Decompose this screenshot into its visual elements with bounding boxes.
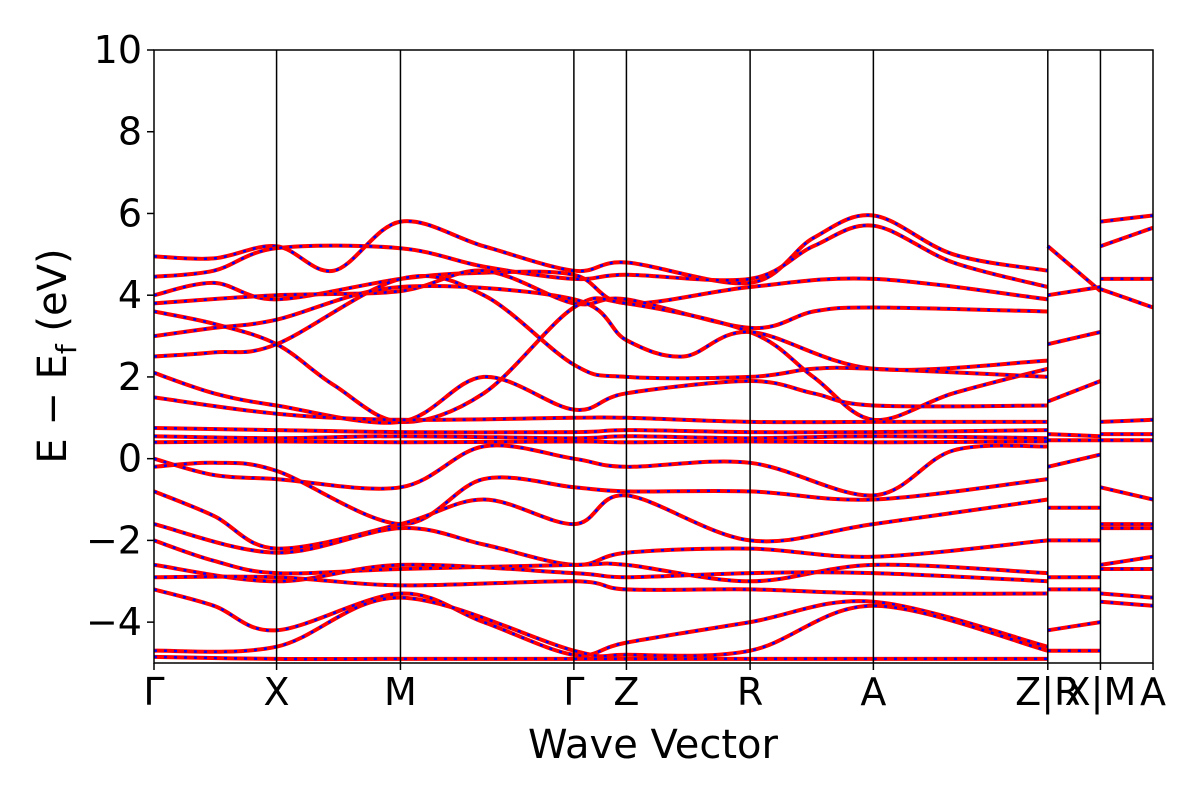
band-line-spin-down-3: [154, 269, 1048, 330]
band-line-spin-down-12: [154, 444, 1048, 497]
band-line-spin-up-42: [1100, 485, 1153, 502]
band-line-spin-up-15: [154, 522, 1048, 567]
y-tick-label-6: −2: [86, 518, 142, 562]
band-line-spin-up-33: [1047, 620, 1101, 633]
y-tick-label-5: 0: [118, 437, 142, 481]
band-line-spin-down-23: [1047, 285, 1101, 297]
band-line-spin-down-38: [1100, 287, 1153, 309]
band-line-spin-up-48: [1100, 599, 1153, 608]
x-axis-ticks: Γ X M Γ Z R A Z|RX|M A: [143, 663, 1166, 715]
band-line-spin-up-9: [154, 426, 1048, 435]
band-line-spin-up-14: [154, 489, 1049, 551]
y-axis-ticks: 10 8 6 4 2 0 −2 −4: [86, 28, 154, 644]
band-line-spin-down-42: [1100, 486, 1153, 501]
band-line-spin-up-47: [1100, 591, 1153, 600]
band-line-spin-down-36: [1100, 226, 1153, 248]
bands-layer: [154, 213, 1153, 662]
band-line-spin-up-13: [154, 460, 1049, 527]
band-line-spin-up-23: [1047, 285, 1101, 298]
band-line-spin-down-14: [154, 490, 1048, 550]
band-line-spin-down-20: [154, 596, 1049, 658]
y-tick-label-1: 8: [118, 110, 142, 154]
x-tick-label-4: Z: [613, 670, 639, 714]
band-line-spin-up-0: [154, 213, 1049, 286]
band-line-spin-down-24: [1047, 330, 1101, 346]
band-line-spin-up-19: [154, 587, 1049, 658]
x-tick-label-7: Z|R: [1015, 670, 1080, 715]
x-tick-label-3: Γ: [563, 670, 584, 714]
band-line-spin-up-24: [1047, 330, 1101, 347]
x-tick-label-1: X: [264, 670, 290, 714]
band-line-spin-down-1: [154, 224, 1049, 289]
band-line-spin-up-21: [154, 654, 1048, 662]
y-tick-label-2: 6: [118, 191, 142, 235]
band-line-spin-down-28: [1047, 453, 1101, 469]
band-line-spin-up-12: [154, 443, 1048, 498]
y-tick-label-7: −4: [86, 600, 142, 644]
band-line-spin-up-26: [1047, 432, 1101, 439]
x-tick-label-5: R: [737, 670, 763, 714]
band-line-spin-up-35: [1100, 213, 1153, 224]
band-line-spin-down-15: [154, 522, 1048, 567]
band-line-spin-up-18: [154, 574, 1048, 596]
band-line-spin-down-13: [154, 461, 1048, 526]
band-line-spin-down-7: [154, 371, 1048, 424]
kpoint-vertical-lines: [275, 50, 1102, 663]
y-axis-title: E − Ef (eV): [30, 248, 83, 463]
band-line-spin-down-19: [154, 588, 1049, 657]
band-line-spin-down-2: [154, 270, 1048, 305]
x-tick-label-0: Γ: [143, 670, 164, 714]
y-tick-label-4: 2: [118, 355, 142, 399]
band-line-spin-up-28: [1047, 452, 1101, 469]
band-line-spin-up-38: [1099, 287, 1153, 310]
x-axis-title: Wave Vector: [528, 722, 779, 768]
x-tick-label-9: A: [1140, 670, 1166, 714]
band-line-spin-up-11: [154, 439, 1048, 445]
x-tick-label-2: M: [384, 670, 417, 714]
x-tick-label-6: A: [860, 670, 886, 714]
band-line-spin-up-16: [154, 538, 1048, 584]
band-line-spin-up-45: [1100, 554, 1153, 567]
y-axis-title-unit: (eV): [30, 248, 76, 344]
band-line-spin-down-5: [154, 284, 1048, 372]
y-axis-title-subscript: f: [50, 343, 83, 354]
band-line-spin-down-33: [1047, 620, 1101, 632]
y-tick-label-0: 10: [94, 28, 142, 72]
y-tick-label-3: 4: [118, 273, 142, 317]
y-axis-title-main: E − E: [30, 354, 76, 464]
band-line-spin-up-39: [1100, 417, 1153, 424]
band-line-spin-up-25: [1047, 379, 1102, 404]
plot-frame: [153, 49, 1154, 664]
band-line-spin-up-36: [1099, 225, 1153, 249]
x-tick-label-8: X|M: [1065, 670, 1137, 715]
